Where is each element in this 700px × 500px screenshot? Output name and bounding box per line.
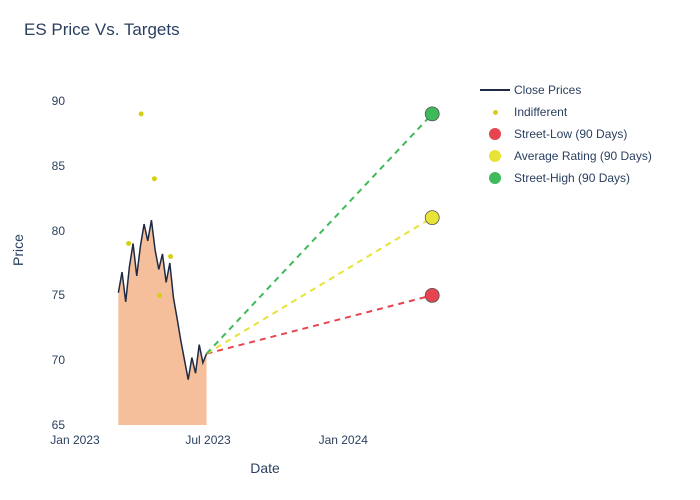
- legend-label: Average Rating (90 Days): [514, 149, 652, 163]
- y-tick: 85: [35, 159, 65, 173]
- indifferent-dot: [126, 241, 131, 246]
- plot-svg: [75, 75, 455, 425]
- legend-item: Close Prices: [480, 80, 652, 100]
- legend-swatch: [480, 104, 510, 120]
- legend-swatch: [480, 82, 510, 98]
- y-tick: 65: [35, 418, 65, 432]
- legend-item: Street-Low (90 Days): [480, 124, 652, 144]
- indifferent-dot: [157, 293, 162, 298]
- x-tick: Jan 2023: [50, 433, 99, 447]
- x-tick: Jan 2024: [319, 433, 368, 447]
- legend-dot-icon: [489, 150, 501, 162]
- legend-item: Indifferent: [480, 102, 652, 122]
- indifferent-dot: [152, 176, 157, 181]
- plot-area: 657075808590Jan 2023Jul 2023Jan 2024: [75, 75, 455, 425]
- y-tick: 75: [35, 288, 65, 302]
- projection-line-street_low: [207, 295, 433, 353]
- legend-swatch: [480, 170, 510, 186]
- chart-title: ES Price Vs. Targets: [24, 20, 180, 40]
- y-axis-label: Price: [10, 234, 26, 266]
- legend-label: Street-Low (90 Days): [514, 127, 627, 141]
- legend-swatch: [480, 126, 510, 142]
- target-dot-street_high: [425, 107, 439, 121]
- legend-line-icon: [480, 89, 510, 91]
- legend: Close Prices Indifferent Street-Low (90 Da…: [480, 80, 652, 190]
- projection-line-average: [207, 218, 433, 354]
- legend-dot-icon: [493, 110, 498, 115]
- legend-swatch: [480, 148, 510, 164]
- legend-label: Street-High (90 Days): [514, 171, 630, 185]
- indifferent-dot: [139, 111, 144, 116]
- legend-dot-icon: [489, 128, 501, 140]
- legend-item: Average Rating (90 Days): [480, 146, 652, 166]
- legend-label: Indifferent: [514, 105, 567, 119]
- x-tick: Jul 2023: [185, 433, 230, 447]
- legend-label: Close Prices: [514, 83, 581, 97]
- y-tick: 70: [35, 353, 65, 367]
- legend-dot-icon: [489, 172, 501, 184]
- legend-item: Street-High (90 Days): [480, 168, 652, 188]
- chart-container: ES Price Vs. Targets Price Date 65707580…: [0, 0, 700, 500]
- target-dot-street_low: [425, 288, 439, 302]
- y-tick: 90: [35, 94, 65, 108]
- projection-line-street_high: [207, 114, 433, 354]
- indifferent-dot: [168, 254, 173, 259]
- y-tick: 80: [35, 224, 65, 238]
- target-dot-average: [425, 211, 439, 225]
- x-axis-label: Date: [250, 460, 280, 476]
